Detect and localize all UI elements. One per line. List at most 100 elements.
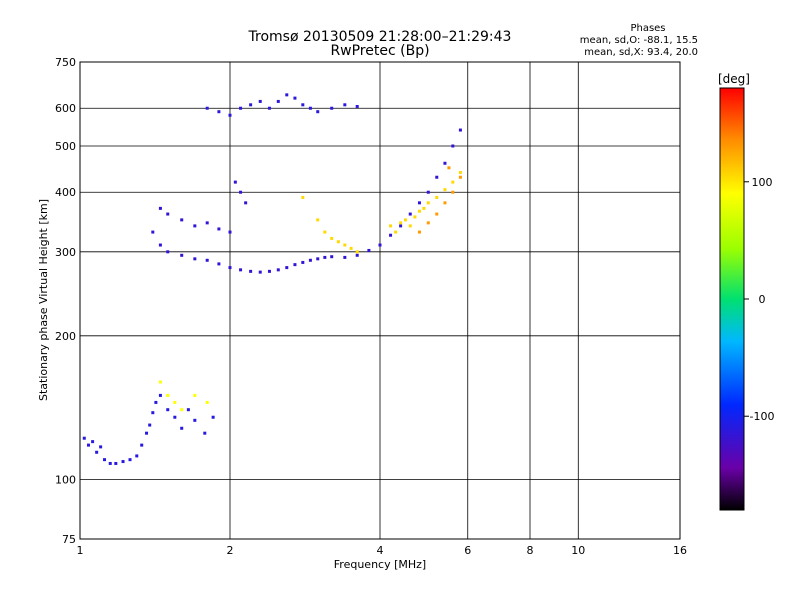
data-point xyxy=(217,227,221,231)
y-tick-labels: 75 100 200 300 400 500 600 750 xyxy=(55,56,76,546)
data-point xyxy=(135,454,139,458)
data-point xyxy=(267,106,271,110)
data-point xyxy=(249,103,253,107)
data-point xyxy=(458,128,462,132)
data-point xyxy=(103,458,107,462)
stats-heading: Phases xyxy=(630,23,665,34)
data-point xyxy=(173,415,177,419)
colorbar-tick-label: 0 xyxy=(759,293,766,306)
data-points xyxy=(82,93,462,465)
chart-subtitle: RwPretec (Bp) xyxy=(330,43,429,59)
data-point xyxy=(203,431,207,435)
data-point xyxy=(394,230,398,234)
data-point xyxy=(323,230,327,234)
data-point xyxy=(154,400,158,404)
colorbar xyxy=(719,87,745,511)
data-point xyxy=(166,393,170,397)
data-point xyxy=(301,260,305,264)
colorbar-label: [deg] xyxy=(718,72,750,86)
data-point xyxy=(258,270,262,274)
data-point xyxy=(417,230,421,234)
data-point xyxy=(151,230,155,234)
data-point xyxy=(389,224,393,228)
data-point xyxy=(244,201,248,205)
data-point xyxy=(451,190,455,194)
y-tick-label: 300 xyxy=(55,246,76,259)
data-point xyxy=(343,255,347,259)
data-point xyxy=(180,218,184,222)
x-tick-label: 2 xyxy=(227,544,234,557)
data-point xyxy=(308,258,312,262)
stats-line-x: mean, sd,X: 93.4, 20.0 xyxy=(584,47,698,58)
data-point xyxy=(180,426,184,430)
data-point xyxy=(330,255,334,259)
x-tick-label: 1 xyxy=(77,544,84,557)
y-axis-label: Stationary phase Virtual Height [km] xyxy=(37,199,50,401)
data-point xyxy=(276,268,280,272)
data-point xyxy=(285,266,289,270)
data-point xyxy=(355,253,359,257)
data-point xyxy=(166,408,170,412)
data-point xyxy=(158,393,162,397)
data-point xyxy=(86,443,90,447)
data-point xyxy=(426,201,430,205)
data-point xyxy=(349,246,353,250)
data-point xyxy=(205,221,209,225)
x-tick-label: 16 xyxy=(673,544,687,557)
data-point xyxy=(193,257,197,261)
data-point xyxy=(443,201,447,205)
stats-line-o: mean, sd,O: -88.1, 15.5 xyxy=(580,35,698,46)
x-tick-label: 10 xyxy=(571,544,585,557)
data-point xyxy=(95,450,99,454)
data-point xyxy=(166,212,170,216)
data-point xyxy=(426,190,430,194)
data-point xyxy=(108,461,112,465)
grid xyxy=(80,62,680,539)
data-point xyxy=(451,144,455,148)
data-point xyxy=(285,93,289,97)
data-point xyxy=(217,110,221,114)
data-point xyxy=(193,224,197,228)
data-point xyxy=(330,106,334,110)
data-point xyxy=(323,255,327,259)
x-tick-labels: 1 2 4 6 8 10 16 xyxy=(77,544,688,557)
data-point xyxy=(293,263,297,267)
plot-frame xyxy=(79,61,681,540)
data-point xyxy=(239,190,243,194)
x-tick-label: 4 xyxy=(377,544,384,557)
data-point xyxy=(301,103,305,107)
data-point xyxy=(99,445,103,449)
y-tick-label: 600 xyxy=(55,102,76,115)
data-point xyxy=(173,400,177,404)
data-point xyxy=(399,224,403,228)
data-point xyxy=(451,180,455,184)
data-point xyxy=(408,212,412,216)
x-tick-label: 8 xyxy=(527,544,534,557)
data-point xyxy=(316,257,320,261)
data-point xyxy=(140,443,144,447)
data-point xyxy=(435,212,439,216)
data-point xyxy=(205,400,209,404)
data-point xyxy=(435,195,439,199)
x-axis-label: Frequency [MHz] xyxy=(334,558,426,571)
data-point xyxy=(82,436,86,440)
data-point xyxy=(413,215,417,219)
data-point xyxy=(417,209,421,213)
data-point xyxy=(378,243,382,247)
data-point xyxy=(355,105,359,109)
y-tick-label: 400 xyxy=(55,186,76,199)
y-tick-label: 200 xyxy=(55,330,76,343)
data-point xyxy=(166,250,170,254)
data-point xyxy=(239,106,243,110)
y-tick-label: 750 xyxy=(55,56,76,69)
data-point xyxy=(316,110,320,114)
data-point xyxy=(128,458,132,462)
data-point xyxy=(233,180,237,184)
data-point xyxy=(228,113,232,117)
data-point xyxy=(343,103,347,107)
data-point xyxy=(205,258,209,262)
data-point xyxy=(435,175,439,179)
data-point xyxy=(355,250,359,254)
data-point xyxy=(193,418,197,422)
